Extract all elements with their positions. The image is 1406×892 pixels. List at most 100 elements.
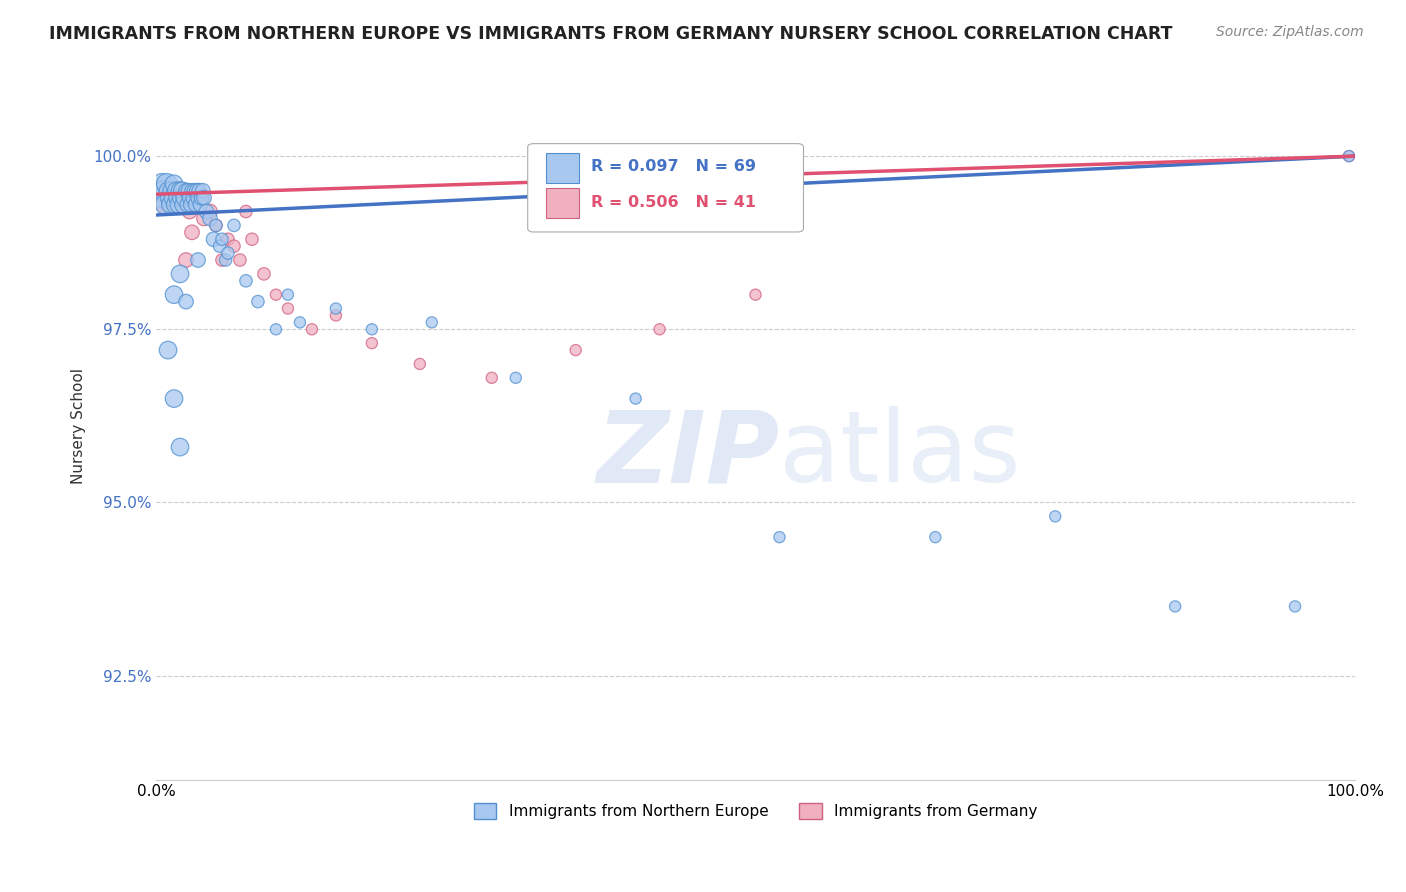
Point	[181, 191, 204, 205]
Point	[169, 184, 191, 198]
Bar	[546, 188, 579, 218]
Point	[409, 357, 432, 371]
Point	[924, 530, 946, 544]
FancyBboxPatch shape	[527, 144, 803, 232]
Point	[155, 197, 177, 211]
Point	[768, 530, 790, 544]
Point	[325, 309, 347, 323]
Point	[150, 184, 173, 198]
Point	[181, 225, 204, 239]
Point	[481, 371, 503, 385]
Point	[157, 343, 180, 357]
Point	[187, 191, 209, 205]
Point	[157, 184, 180, 198]
Point	[190, 191, 212, 205]
Point	[163, 392, 186, 406]
Point	[181, 191, 204, 205]
Point	[191, 184, 214, 198]
Point	[229, 253, 252, 268]
Point	[744, 287, 766, 301]
Point	[222, 219, 245, 233]
Point	[156, 197, 179, 211]
Text: ZIP: ZIP	[596, 406, 779, 503]
Point	[177, 184, 200, 198]
Point	[173, 197, 195, 211]
Point	[205, 219, 228, 233]
Point	[174, 253, 197, 268]
Point	[208, 239, 231, 253]
Point	[1045, 509, 1067, 524]
Point	[211, 253, 233, 268]
Point	[277, 301, 299, 316]
Point	[214, 253, 236, 268]
Text: R = 0.506   N = 41: R = 0.506 N = 41	[592, 194, 756, 210]
Point	[505, 371, 527, 385]
Point	[264, 322, 287, 336]
Point	[163, 287, 186, 301]
Point	[157, 191, 180, 205]
Point	[169, 267, 191, 281]
Point	[187, 253, 209, 268]
Point	[1337, 149, 1360, 163]
Point	[179, 204, 201, 219]
Point	[174, 184, 197, 198]
Point	[325, 301, 347, 316]
Point	[420, 315, 443, 329]
Point	[188, 184, 211, 198]
Point	[235, 274, 257, 288]
Point	[193, 191, 215, 205]
Point	[187, 184, 209, 198]
Point	[360, 322, 382, 336]
Point	[180, 197, 202, 211]
Point	[624, 392, 647, 406]
Point	[186, 184, 208, 198]
Point	[648, 322, 671, 336]
Text: atlas: atlas	[779, 406, 1021, 503]
Point	[170, 191, 193, 205]
Legend: Immigrants from Northern Europe, Immigrants from Germany: Immigrants from Northern Europe, Immigra…	[467, 797, 1043, 825]
Point	[1284, 599, 1306, 614]
Point	[153, 184, 176, 198]
Point	[160, 184, 183, 198]
Point	[360, 336, 382, 351]
Point	[198, 204, 221, 219]
Point	[264, 287, 287, 301]
Point	[183, 184, 205, 198]
Point	[181, 184, 204, 198]
Point	[172, 184, 194, 198]
Point	[240, 232, 263, 246]
Point	[149, 184, 172, 198]
Point	[153, 191, 176, 205]
Point	[193, 211, 215, 226]
Point	[301, 322, 323, 336]
Point	[1337, 149, 1360, 163]
Point	[183, 197, 205, 211]
Point	[169, 440, 191, 454]
Point	[176, 197, 198, 211]
Point	[217, 246, 239, 260]
Text: IMMIGRANTS FROM NORTHERN EUROPE VS IMMIGRANTS FROM GERMANY NURSERY SCHOOL CORREL: IMMIGRANTS FROM NORTHERN EUROPE VS IMMIG…	[49, 25, 1173, 43]
Point	[1164, 599, 1187, 614]
Point	[173, 197, 195, 211]
Point	[163, 184, 186, 198]
Point	[159, 197, 181, 211]
Point	[162, 191, 184, 205]
Point	[179, 191, 201, 205]
Point	[166, 191, 188, 205]
Point	[288, 315, 311, 329]
Point	[198, 211, 221, 226]
Point	[246, 294, 269, 309]
Point	[176, 184, 198, 198]
Point	[184, 197, 207, 211]
Point	[159, 191, 181, 205]
Point	[169, 184, 191, 198]
Point	[163, 177, 186, 191]
Point	[162, 197, 184, 211]
Point	[173, 191, 195, 205]
Text: Source: ZipAtlas.com: Source: ZipAtlas.com	[1216, 25, 1364, 39]
Point	[190, 197, 212, 211]
Point	[235, 204, 257, 219]
Point	[165, 197, 187, 211]
Point	[211, 232, 233, 246]
Point	[166, 191, 188, 205]
